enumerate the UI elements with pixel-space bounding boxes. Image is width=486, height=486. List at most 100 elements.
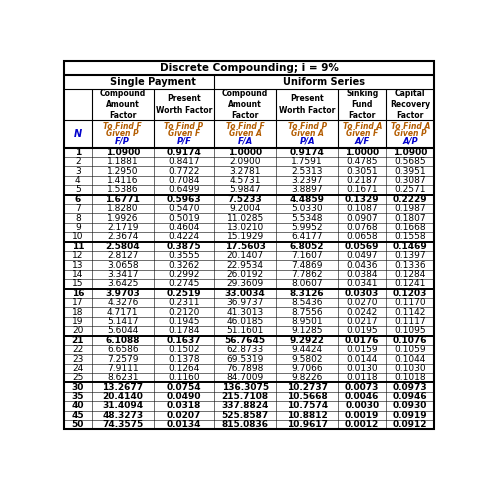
Text: 1.6771: 1.6771 <box>105 195 140 204</box>
Text: 0.0754: 0.0754 <box>167 382 201 392</box>
Text: 2.5804: 2.5804 <box>105 242 140 251</box>
Text: 0.2120: 0.2120 <box>168 308 200 316</box>
Text: 8.6231: 8.6231 <box>107 373 139 382</box>
Text: 0.0159: 0.0159 <box>347 345 378 354</box>
Text: 0.2992: 0.2992 <box>168 270 200 279</box>
Text: 0.0134: 0.0134 <box>167 420 201 429</box>
Text: 1.1881: 1.1881 <box>107 157 139 166</box>
Text: 0.3875: 0.3875 <box>167 242 201 251</box>
Text: 31.4094: 31.4094 <box>102 401 143 411</box>
Text: 0.1160: 0.1160 <box>168 373 200 382</box>
Text: 13.0210: 13.0210 <box>226 223 264 232</box>
Text: 84.7009: 84.7009 <box>226 373 264 382</box>
Text: 0.1502: 0.1502 <box>168 345 200 354</box>
Text: 69.5319: 69.5319 <box>226 354 264 364</box>
Text: 5.1417: 5.1417 <box>107 317 139 326</box>
Text: 50: 50 <box>71 420 84 429</box>
Text: 0.3555: 0.3555 <box>168 251 200 260</box>
Text: 0.5470: 0.5470 <box>168 204 200 213</box>
Text: A/P: A/P <box>402 137 418 146</box>
Text: 76.7898: 76.7898 <box>226 364 264 373</box>
Text: 3.8897: 3.8897 <box>292 186 323 194</box>
Text: 45: 45 <box>71 411 84 420</box>
Text: 3.9703: 3.9703 <box>105 289 140 298</box>
Text: 24: 24 <box>72 364 84 373</box>
Text: 0.8417: 0.8417 <box>168 157 200 166</box>
Text: 2.1719: 2.1719 <box>107 223 139 232</box>
Text: 2.8127: 2.8127 <box>107 251 139 260</box>
Text: To Find F: To Find F <box>226 122 264 131</box>
Text: 2: 2 <box>75 157 81 166</box>
Text: 0.5019: 0.5019 <box>168 213 200 223</box>
Text: 41.3013: 41.3013 <box>226 308 264 316</box>
Text: 0.0207: 0.0207 <box>167 411 201 420</box>
Text: 0.0946: 0.0946 <box>393 392 428 401</box>
Text: 0.1469: 0.1469 <box>393 242 428 251</box>
Text: Capital
Recovery
Factor: Capital Recovery Factor <box>390 88 430 121</box>
Text: 4.7171: 4.7171 <box>107 308 139 316</box>
Text: 1.0900: 1.0900 <box>393 148 428 157</box>
Text: Given A: Given A <box>291 129 324 139</box>
Text: Single Payment: Single Payment <box>110 77 196 87</box>
Text: 8.7556: 8.7556 <box>292 308 323 316</box>
Text: 0.1095: 0.1095 <box>395 326 426 335</box>
Text: To Find F: To Find F <box>104 122 142 131</box>
Text: 5.5348: 5.5348 <box>292 213 323 223</box>
Text: P/F: P/F <box>176 137 191 146</box>
Text: 6.4177: 6.4177 <box>292 232 323 242</box>
Text: 3.3417: 3.3417 <box>107 270 139 279</box>
Text: 0.0118: 0.0118 <box>347 373 378 382</box>
Text: 17.5603: 17.5603 <box>225 242 266 251</box>
Text: 2.3674: 2.3674 <box>107 232 139 242</box>
Text: 4.3276: 4.3276 <box>107 298 139 307</box>
Text: 33.0034: 33.0034 <box>225 289 265 298</box>
Text: 20.1407: 20.1407 <box>226 251 264 260</box>
Text: 0.0912: 0.0912 <box>393 420 428 429</box>
Text: 9.4424: 9.4424 <box>292 345 323 354</box>
Text: 0.1671: 0.1671 <box>347 186 378 194</box>
Text: 7.7862: 7.7862 <box>292 270 323 279</box>
Text: 14: 14 <box>72 270 84 279</box>
Text: 1.5386: 1.5386 <box>107 186 139 194</box>
Text: 0.3087: 0.3087 <box>395 176 426 185</box>
Text: 0.0436: 0.0436 <box>347 260 378 270</box>
Text: 0.1087: 0.1087 <box>347 204 378 213</box>
Text: 0.0303: 0.0303 <box>345 289 380 298</box>
Text: 6.6586: 6.6586 <box>107 345 139 354</box>
Text: 13: 13 <box>72 260 84 270</box>
Text: 7: 7 <box>75 204 81 213</box>
Text: 29.3609: 29.3609 <box>226 279 264 288</box>
Text: 0.4785: 0.4785 <box>347 157 378 166</box>
Text: 9.2922: 9.2922 <box>290 336 325 345</box>
Text: 0.2229: 0.2229 <box>393 195 428 204</box>
Text: 6.1088: 6.1088 <box>105 336 140 345</box>
Text: 0.0242: 0.0242 <box>347 308 378 316</box>
Text: 10.9617: 10.9617 <box>287 420 328 429</box>
Text: 3: 3 <box>75 167 81 175</box>
Text: 0.0384: 0.0384 <box>347 270 378 279</box>
Text: 0.1044: 0.1044 <box>395 354 426 364</box>
Text: 0.0176: 0.0176 <box>345 336 380 345</box>
Text: 0.1397: 0.1397 <box>395 251 426 260</box>
Text: 36.9737: 36.9737 <box>226 298 264 307</box>
Text: 0.3051: 0.3051 <box>347 167 378 175</box>
Text: 0.0497: 0.0497 <box>347 251 378 260</box>
Text: 0.1987: 0.1987 <box>395 204 426 213</box>
Text: 4.5731: 4.5731 <box>229 176 261 185</box>
Text: Given P: Given P <box>394 129 427 139</box>
Text: 1: 1 <box>75 148 81 157</box>
Text: 9.1285: 9.1285 <box>292 326 323 335</box>
Text: 0.5963: 0.5963 <box>167 195 201 204</box>
Text: F/P: F/P <box>115 137 130 146</box>
Text: 1.0000: 1.0000 <box>345 148 379 157</box>
Text: 62.8733: 62.8733 <box>226 345 264 354</box>
Text: 0.0217: 0.0217 <box>347 317 378 326</box>
Text: 0.0019: 0.0019 <box>345 411 380 420</box>
Text: 8.0607: 8.0607 <box>292 279 323 288</box>
Text: 1.4116: 1.4116 <box>107 176 139 185</box>
Text: Given P: Given P <box>106 129 139 139</box>
Text: 22: 22 <box>72 345 84 354</box>
Text: 0.0973: 0.0973 <box>393 382 428 392</box>
Text: 0.1076: 0.1076 <box>393 336 428 345</box>
Text: 0.1807: 0.1807 <box>395 213 426 223</box>
